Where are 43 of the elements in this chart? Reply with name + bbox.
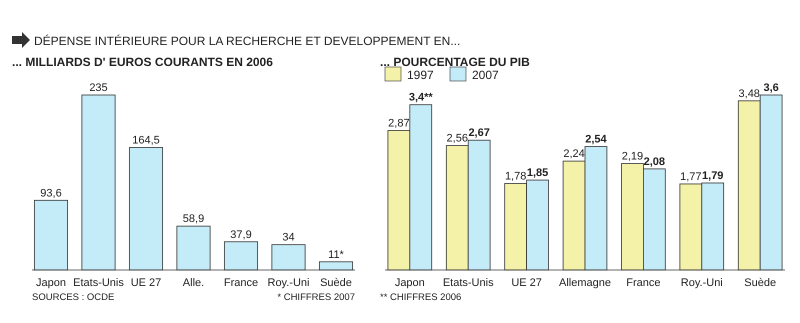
- x-tick-label: Roy.-Uni: [680, 277, 723, 289]
- legend-label: 1997: [407, 68, 434, 82]
- x-tick-label: Etats-Unis: [73, 277, 124, 289]
- text: ** CHIFFRES 2006: [380, 292, 462, 303]
- x-tick-label: Suède: [320, 277, 352, 289]
- legend-label: 2007: [472, 68, 500, 82]
- x-tick-label: Japon: [36, 277, 66, 289]
- x-tick-label: Japon: [394, 277, 425, 289]
- x-tick-label: UE 27: [130, 277, 162, 289]
- x-tick-label: Allemagne: [559, 277, 611, 289]
- x-tick-label: France: [224, 277, 258, 289]
- data-label: 1,78: [504, 170, 526, 182]
- source-note: SOURCES : OCDE: [32, 292, 114, 303]
- data-label: 3,48: [738, 88, 760, 100]
- data-label: 93,6: [40, 187, 62, 200]
- data-label: 2,67: [468, 127, 490, 140]
- x-tick-label: UE 27: [511, 277, 542, 289]
- x-tick-label: Etats-Unis: [442, 277, 494, 289]
- data-label: 11*: [328, 248, 345, 261]
- data-label: 2,54: [585, 134, 608, 146]
- data-label: 2,87: [388, 117, 410, 130]
- x-tick-label: Suède: [744, 277, 776, 289]
- x-tick-label: Alle.: [182, 277, 204, 289]
- data-label: 34: [282, 232, 295, 244]
- data-label: 3,4**: [408, 92, 434, 104]
- data-label: 1,79: [702, 170, 724, 182]
- data-label: 235: [89, 82, 108, 94]
- x-tick-label: Roy.-Uni: [268, 277, 310, 289]
- data-label: 2,24: [563, 148, 585, 160]
- data-label: 1,85: [526, 167, 548, 180]
- data-label: 37,9: [230, 228, 252, 241]
- text: * CHIFFRES 2007: [277, 292, 355, 303]
- chart-title: DÉPENSE INTÉRIEURE POUR LA RECHERCHE ET DEVELOPPEMENT EN...: [34, 34, 460, 48]
- data-label: 2,19: [622, 150, 644, 163]
- chart-title: ... POURCENTAGE DU PIB: [380, 55, 530, 69]
- x-tick-label: France: [626, 277, 661, 289]
- data-label: 58,9: [182, 213, 204, 226]
- data-label: 3,6: [763, 82, 779, 94]
- data-label: 2,08: [644, 156, 666, 168]
- chart-subtitle: ... MILLIARDS D' EUROS COURANTS EN 2006: [12, 55, 274, 69]
- data-label: 164,5: [132, 134, 160, 146]
- data-label: 2,56: [446, 132, 468, 145]
- data-label: 1,77: [680, 170, 702, 183]
